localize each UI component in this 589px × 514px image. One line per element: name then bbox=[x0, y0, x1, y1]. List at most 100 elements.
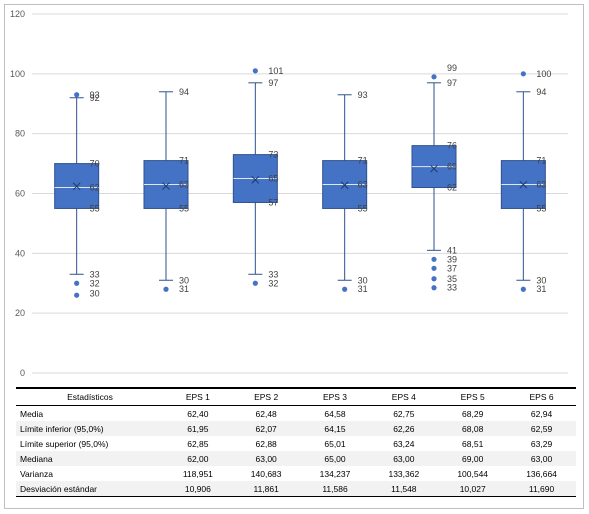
data-label: 100 bbox=[536, 69, 551, 79]
data-label: 33 bbox=[447, 283, 457, 293]
data-label: 101 bbox=[268, 66, 283, 76]
table-cell: 62,07 bbox=[231, 421, 301, 436]
data-label: 55 bbox=[358, 203, 368, 213]
table-row: Límite inferior (95,0%) 61,95 62,07 64,1… bbox=[16, 421, 576, 436]
table-cell: 63,29 bbox=[530, 438, 553, 449]
data-label: 55 bbox=[179, 203, 189, 213]
data-label: 32 bbox=[90, 278, 100, 288]
table-header-row: Estadísticos EPS 1 EPS 2 EPS 3 EPS 4 EPS… bbox=[16, 387, 576, 406]
data-label: 63 bbox=[536, 180, 546, 190]
data-label: 65 bbox=[268, 174, 278, 184]
outlier-point bbox=[520, 286, 526, 292]
data-label: 63 bbox=[179, 180, 189, 190]
data-label: 71 bbox=[536, 156, 546, 166]
table-header-cell: EPS 2 bbox=[231, 387, 301, 406]
data-label: 31 bbox=[536, 284, 546, 294]
data-label: 57 bbox=[268, 197, 278, 207]
y-tick-label: 20 bbox=[15, 308, 25, 318]
data-label: 99 bbox=[447, 63, 457, 73]
data-label: 32 bbox=[268, 278, 278, 288]
y-tick-label: 100 bbox=[10, 69, 25, 79]
data-label: 30 bbox=[90, 289, 100, 299]
table-cell: 133,362 bbox=[388, 468, 420, 479]
table-cell: 100,544 bbox=[457, 468, 489, 479]
table-row: Desviación estándar 10,906 11,861 11,586… bbox=[16, 481, 576, 497]
table-cell: 10,027 bbox=[438, 481, 508, 497]
data-label: 97 bbox=[447, 78, 457, 88]
table-cell: 68,29 bbox=[462, 408, 484, 419]
outlier-point bbox=[163, 286, 169, 292]
table-row: Límite superior (95,0%) 62,85 62,88 65,0… bbox=[16, 436, 576, 451]
table-cell: 65,00 bbox=[300, 451, 370, 466]
boxes bbox=[54, 68, 546, 298]
table-cell: 62,26 bbox=[369, 421, 439, 436]
table-cell: 136,664 bbox=[526, 468, 557, 479]
data-label: 69 bbox=[447, 162, 457, 172]
table-cell: 68,51 bbox=[462, 438, 484, 449]
outlier-point bbox=[252, 68, 258, 74]
data-label: 71 bbox=[358, 156, 368, 166]
outlier-point bbox=[74, 280, 80, 286]
mean-marker bbox=[72, 182, 81, 191]
data-labels: 9392706255333230947163553031101977365573… bbox=[90, 63, 552, 299]
table-header-cell: EPS 6 bbox=[507, 387, 576, 406]
row-label: Mediana bbox=[16, 451, 164, 466]
outlier-point bbox=[431, 285, 437, 291]
outlier-point bbox=[431, 265, 437, 271]
table-header-cell: EPS 3 bbox=[300, 387, 370, 406]
data-label: 71 bbox=[179, 156, 189, 166]
outlier-point bbox=[431, 74, 437, 80]
mean-marker bbox=[251, 175, 260, 184]
statistics-table: Estadísticos EPS 1 EPS 2 EPS 3 EPS 4 EPS… bbox=[16, 387, 576, 497]
data-label: 30 bbox=[358, 275, 368, 285]
mean-marker bbox=[430, 164, 438, 173]
data-label: 94 bbox=[179, 87, 189, 97]
data-label: 30 bbox=[179, 275, 189, 285]
outlier-point bbox=[342, 286, 348, 292]
table-header-cell: EPS 5 bbox=[438, 387, 508, 406]
data-label: 31 bbox=[358, 284, 368, 294]
table-cell: 62,94 bbox=[530, 408, 553, 419]
data-label: 39 bbox=[447, 254, 457, 264]
data-label: 33 bbox=[90, 269, 100, 279]
y-tick-label: 60 bbox=[15, 189, 25, 199]
data-label: 76 bbox=[447, 141, 457, 151]
data-label: 55 bbox=[90, 203, 100, 213]
table-cell: 61,95 bbox=[164, 421, 232, 436]
table-cell: 62,75 bbox=[393, 408, 415, 419]
outlier-point bbox=[431, 276, 437, 282]
row-label: Varianza bbox=[20, 468, 53, 479]
table-row: Varianza 118,951 140,683 134,237 133,362… bbox=[16, 466, 576, 481]
table-cell: 134,237 bbox=[319, 468, 351, 479]
outlier-point bbox=[252, 280, 258, 286]
outlier-point bbox=[520, 71, 526, 77]
table-cell: 63,00 bbox=[369, 451, 439, 466]
table-cell: 64,58 bbox=[324, 408, 346, 419]
table-cell: 118,951 bbox=[182, 468, 213, 479]
table-cell: 63,00 bbox=[231, 451, 301, 466]
gridlines bbox=[32, 13, 568, 374]
data-label: 35 bbox=[447, 274, 457, 284]
y-tick-label: 0 bbox=[20, 368, 25, 378]
mean-marker bbox=[340, 181, 349, 190]
data-label: 63 bbox=[358, 180, 368, 190]
table-header-cell: Estadísticos bbox=[16, 387, 164, 406]
outlier-point bbox=[74, 292, 80, 298]
data-label: 62 bbox=[447, 183, 457, 193]
table-cell: 62,59 bbox=[507, 421, 576, 436]
table-cell: 11,690 bbox=[507, 481, 576, 497]
table-cell: 62,40 bbox=[187, 408, 209, 419]
data-label: 73 bbox=[268, 150, 278, 160]
mean-marker bbox=[162, 182, 170, 190]
data-label: 92 bbox=[90, 93, 100, 103]
outlier-point bbox=[431, 256, 437, 262]
data-label: 41 bbox=[447, 245, 457, 255]
table-cell: 11,861 bbox=[231, 481, 301, 497]
data-label: 55 bbox=[536, 203, 546, 213]
data-label: 33 bbox=[268, 269, 278, 279]
table-cell: 62,85 bbox=[187, 438, 209, 449]
table-cell: 63,24 bbox=[393, 438, 415, 449]
table-cell: 62,88 bbox=[255, 438, 277, 449]
table-row: Media 62,40 62,48 64,58 62,75 68,29 62,9… bbox=[16, 406, 576, 422]
